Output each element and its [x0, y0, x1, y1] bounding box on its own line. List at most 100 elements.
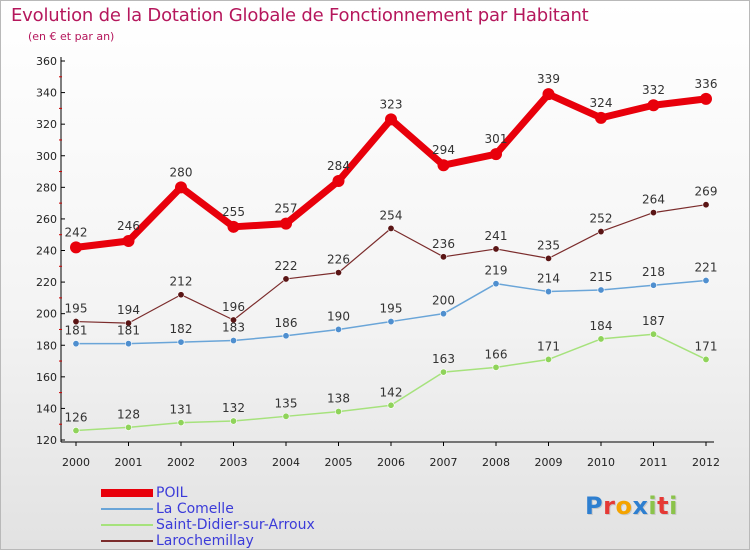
- legend-swatch-larochemillay: [101, 540, 153, 542]
- data-labels-layer: 242 246 280 255 257 284 323 294 301 339 324 332 336 1…: [65, 72, 718, 424]
- x-tick-label: 2006: [377, 456, 405, 469]
- data-point-larochemillay: [439, 253, 447, 261]
- data-point-la-comelle: [177, 338, 185, 346]
- data-point-poil: [490, 148, 502, 161]
- y-tick-label: 180: [36, 339, 57, 352]
- data-point-poil: [227, 220, 240, 233]
- data-point-la-comelle: [387, 318, 395, 326]
- data-point-poil: [595, 111, 607, 124]
- data-point-saint-didier-sur-arroux: [492, 363, 500, 371]
- data-label-poil: 332: [642, 83, 665, 97]
- data-label-larochemillay: 212: [170, 275, 193, 289]
- logo-letter: x: [632, 492, 649, 520]
- data-point-poil: [542, 88, 555, 101]
- data-label-la-comelle: 218: [642, 265, 665, 279]
- legend: POIL La Comelle Saint-Didier-sur-Arroux …: [101, 485, 361, 549]
- data-label-larochemillay: 195: [65, 302, 88, 316]
- x-tick-label: 2009: [535, 456, 563, 469]
- legend-item-larochemillay[interactable]: Larochemillay: [101, 533, 361, 549]
- data-point-poil: [647, 99, 660, 112]
- x-tick-label: 2002: [167, 456, 195, 469]
- x-tick-label: 2008: [482, 456, 510, 469]
- proxiti-logo[interactable]: Proxiti: [585, 492, 678, 520]
- data-label-larochemillay: 194: [117, 303, 140, 317]
- data-point-larochemillay: [649, 209, 657, 217]
- data-point-poil: [700, 92, 712, 105]
- data-point-larochemillay: [177, 291, 185, 299]
- data-point-poil: [175, 181, 187, 194]
- data-point-poil: [70, 241, 82, 254]
- data-point-larochemillay: [702, 201, 710, 209]
- legend-label-la-comelle: La Comelle: [156, 501, 234, 517]
- y-tick-label: 340: [36, 87, 57, 100]
- data-label-saint-didier-sur-arroux: 128: [117, 407, 140, 421]
- legend-label-larochemillay: Larochemillay: [156, 533, 254, 549]
- data-point-la-comelle: [649, 281, 657, 289]
- data-label-larochemillay: 269: [695, 185, 718, 199]
- data-label-poil: 336: [695, 77, 718, 91]
- legend-item-saint-didier-sur-arroux[interactable]: Saint-Didier-sur-Arroux: [101, 517, 361, 533]
- data-point-saint-didier-sur-arroux: [439, 368, 447, 376]
- data-label-poil: 255: [222, 205, 245, 219]
- logo-letter: i: [648, 492, 658, 520]
- data-label-la-comelle: 183: [222, 321, 245, 335]
- y-tick-label: 240: [36, 245, 57, 258]
- data-point-saint-didier-sur-arroux: [649, 330, 657, 338]
- data-label-la-comelle: 181: [65, 324, 88, 338]
- data-point-saint-didier-sur-arroux: [230, 417, 238, 425]
- data-label-saint-didier-sur-arroux: 187: [642, 314, 665, 328]
- data-label-larochemillay: 196: [222, 300, 245, 314]
- data-point-saint-didier-sur-arroux: [282, 412, 290, 420]
- y-tick-label: 120: [36, 434, 57, 447]
- data-label-la-comelle: 182: [170, 322, 193, 336]
- data-point-saint-didier-sur-arroux: [334, 408, 342, 416]
- legend-item-poil[interactable]: POIL: [101, 485, 361, 501]
- data-point-la-comelle: [125, 340, 133, 348]
- chart-title: Evolution de la Dotation Globale de Fonc…: [11, 5, 589, 26]
- data-point-poil: [437, 159, 450, 172]
- data-label-poil: 284: [327, 159, 350, 173]
- x-tick-label: 2012: [692, 456, 720, 469]
- data-label-larochemillay: 252: [590, 212, 613, 226]
- legend-label-poil: POIL: [156, 485, 188, 501]
- data-point-larochemillay: [230, 316, 238, 324]
- data-label-la-comelle: 186: [275, 316, 298, 330]
- data-label-poil: 294: [432, 143, 455, 157]
- data-point-saint-didier-sur-arroux: [177, 419, 185, 427]
- data-point-la-comelle: [439, 310, 447, 318]
- data-label-la-comelle: 181: [117, 324, 140, 338]
- x-tick-label: 2004: [272, 456, 300, 469]
- data-point-larochemillay: [72, 318, 80, 326]
- y-tick-label: 200: [36, 308, 57, 321]
- logo-letter: t: [657, 492, 670, 520]
- data-label-poil: 323: [380, 97, 403, 111]
- data-label-saint-didier-sur-arroux: 131: [170, 403, 193, 417]
- y-tick-label: 360: [36, 55, 57, 68]
- legend-item-la-comelle[interactable]: La Comelle: [101, 501, 361, 517]
- x-tick-label: 2007: [430, 456, 458, 469]
- data-label-poil: 280: [170, 165, 193, 179]
- data-label-saint-didier-sur-arroux: 184: [590, 319, 613, 333]
- data-label-la-comelle: 219: [485, 264, 508, 278]
- y-tick-label: 320: [36, 118, 57, 131]
- chart-subtitle: (en € et par an): [28, 30, 115, 43]
- data-label-saint-didier-sur-arroux: 166: [485, 347, 508, 361]
- data-label-larochemillay: 241: [485, 229, 508, 243]
- data-point-larochemillay: [597, 228, 605, 236]
- data-point-saint-didier-sur-arroux: [544, 355, 552, 363]
- data-label-saint-didier-sur-arroux: 138: [327, 392, 350, 406]
- data-point-saint-didier-sur-arroux: [702, 355, 710, 363]
- x-tick-label: 2011: [640, 456, 668, 469]
- data-point-poil: [122, 235, 135, 248]
- x-tick-label: 2001: [115, 456, 143, 469]
- x-tick-label: 2000: [62, 456, 90, 469]
- y-tick-label: 260: [36, 213, 57, 226]
- data-label-saint-didier-sur-arroux: 171: [537, 339, 560, 353]
- data-point-la-comelle: [334, 325, 342, 333]
- series-layer: [70, 88, 712, 435]
- data-point-larochemillay: [334, 269, 342, 277]
- data-point-larochemillay: [492, 245, 500, 253]
- data-point-la-comelle: [230, 337, 238, 345]
- data-label-poil: 339: [537, 72, 560, 86]
- data-point-la-comelle: [597, 286, 605, 294]
